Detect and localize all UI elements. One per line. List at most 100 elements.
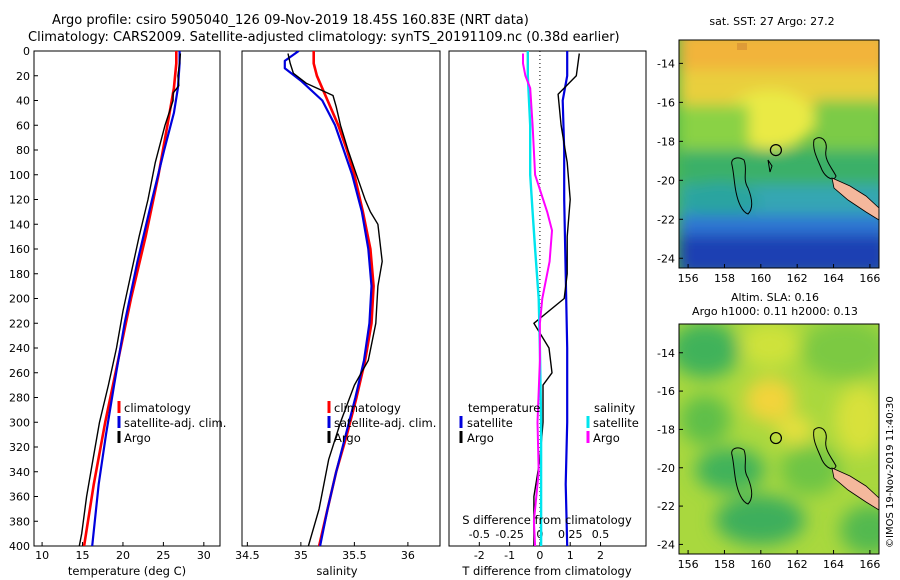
lon-tick-label: 166 xyxy=(859,272,880,285)
temperature-tick-label: 10 xyxy=(35,549,49,562)
sla-map-frame xyxy=(678,323,880,555)
temperature-panel: 0 20 40 60 80 100 120 140 160 180 200 220 240 260 280 3… xyxy=(9,45,226,578)
lon-tick-label: 158 xyxy=(714,558,735,571)
lat-tick-label: -14 xyxy=(657,57,675,70)
legend-s-argo: Argo xyxy=(593,431,620,445)
depth-tick-label: 280 xyxy=(9,392,30,405)
sla-heatmap xyxy=(679,324,879,554)
sla-map-subtitle: Argo h1000: 0.11 h2000: 0.13 xyxy=(692,305,858,318)
temperature-profiles xyxy=(78,51,182,546)
lat-tick-label: -16 xyxy=(657,96,675,109)
lat-tick-label: -22 xyxy=(657,213,675,226)
legend-temperature-title: temperature xyxy=(468,401,540,415)
lat-tick-label: -22 xyxy=(657,500,675,513)
temperature-tick-label: 30 xyxy=(197,549,211,562)
lat-tick-label: -20 xyxy=(657,462,675,475)
t-difference-tick-label: 1 xyxy=(567,549,574,562)
t-difference-tick-label: -2 xyxy=(474,549,485,562)
legend-salinity-title: salinity xyxy=(594,401,635,415)
lon-tick-label: 162 xyxy=(787,272,808,285)
lat-tick-label: -20 xyxy=(657,174,675,187)
lon-tick-label: 162 xyxy=(787,558,808,571)
legend-s-satellite: satellite xyxy=(593,416,639,430)
lat-tick-label: -24 xyxy=(657,252,675,265)
lon-tick-label: 156 xyxy=(678,272,699,285)
lat-tick-label: -18 xyxy=(657,423,675,436)
title-line-2: Climatology: CARS2009. Satellite-adjuste… xyxy=(28,30,620,45)
sla-map-panel: Altim. SLA: 0.16 Argo h1000: 0.11 h2000:… xyxy=(657,291,880,571)
depth-tick-label: 300 xyxy=(9,416,30,429)
sla-lon-tick-labels: 156 158 160 162 164 166 xyxy=(678,550,880,571)
depth-tick-label: 220 xyxy=(9,317,30,330)
depth-tick-label: 40 xyxy=(16,95,30,108)
s-difference-tick-label: 0.5 xyxy=(592,528,610,541)
depth-tick-label: 240 xyxy=(9,342,30,355)
temperature-tick-label: 25 xyxy=(156,549,170,562)
depth-tick-label: 340 xyxy=(9,466,30,479)
series-climatology xyxy=(82,51,178,546)
lon-tick-label: 164 xyxy=(823,558,844,571)
lat-tick-label: -24 xyxy=(657,538,675,551)
sst-argo-position-marker xyxy=(769,144,783,157)
depth-tick-label: 120 xyxy=(9,194,30,207)
salinity-tick-label: 35 xyxy=(294,549,308,562)
title-line-1: Argo profile: csiro 5905040_126 09-Nov-2… xyxy=(52,13,529,28)
imos-credit: ©IMOS 19-Nov-2019 11:40:30 xyxy=(885,396,896,548)
depth-tick-label: 320 xyxy=(9,441,30,454)
depth-tick-label: 0 xyxy=(23,45,30,58)
legend-satellite-adj: satellite-adj. clim. xyxy=(334,416,436,430)
depth-tick-label: 200 xyxy=(9,293,30,306)
series-argo xyxy=(78,53,182,546)
sla-argo-position-marker xyxy=(769,431,783,445)
lon-tick-label: 156 xyxy=(678,558,699,571)
sst-new-caledonia xyxy=(831,177,879,221)
sla-map-title: Altim. SLA: 0.16 xyxy=(731,291,819,304)
legend-climatology: climatology xyxy=(124,401,191,415)
lon-tick-label: 160 xyxy=(750,272,771,285)
temperature-xlabel: temperature (deg C) xyxy=(68,564,186,578)
lat-tick-label: -18 xyxy=(657,135,675,148)
t-difference-tick-label: 2 xyxy=(597,549,604,562)
legend-climatology: climatology xyxy=(334,401,401,415)
legend-argo: Argo xyxy=(334,431,361,445)
depth-tick-label: 80 xyxy=(16,144,30,157)
salinity-panel: 34.5 35 35.5 36 climatology satellite-adj. … xyxy=(235,50,441,578)
depth-tick-label: 160 xyxy=(9,243,30,256)
depth-tick-label: 100 xyxy=(9,169,30,182)
sst-lat-tick-labels: -14 -16 -18 -20 -22 -24 xyxy=(657,57,683,265)
t-difference-tick-label: 0 xyxy=(536,549,543,562)
salinity-xlabel: salinity xyxy=(316,564,357,578)
series-argo xyxy=(287,53,383,546)
s-difference-tick-label: -0.25 xyxy=(495,528,523,541)
lat-tick-label: -14 xyxy=(657,347,675,360)
temperature-tick-labels: 10 15 20 25 30 xyxy=(35,542,211,562)
lat-tick-label: -16 xyxy=(657,385,675,398)
lon-tick-label: 158 xyxy=(714,272,735,285)
legend-t-argo: Argo xyxy=(467,431,494,445)
depth-tick-label: 60 xyxy=(16,119,30,132)
temperature-legend: climatology satellite-adj. clim. Argo xyxy=(117,401,226,445)
sst-map-frame xyxy=(678,39,880,269)
legend-t-satellite: satellite xyxy=(467,416,513,430)
difference-profiles xyxy=(522,51,580,546)
difference-panel: -2 -1 0 1 2 -0.5 -0.25 0 0.25 0.5 temperature sa… xyxy=(448,50,647,578)
sla-islands-outline xyxy=(731,427,837,505)
salinity-tick-label: 34.5 xyxy=(235,549,260,562)
depth-tick-label: 260 xyxy=(9,367,30,380)
s-difference-tick-label: 0.25 xyxy=(558,528,583,541)
depth-tick-label: 380 xyxy=(9,515,30,528)
s-difference-tick-labels: -0.5 -0.25 0 0.25 0.5 xyxy=(469,528,610,541)
series-salinity-satellite xyxy=(526,51,543,546)
sst-map-title: sat. SST: 27 Argo: 27.2 xyxy=(709,15,834,28)
depth-tick-label: 400 xyxy=(9,540,30,553)
legend-satellite-adj: satellite-adj. clim. xyxy=(124,416,226,430)
salinity-legend: climatology satellite-adj. clim. Argo xyxy=(327,401,436,445)
s-difference-tick-label: -0.5 xyxy=(469,528,490,541)
series-satellite-adj-clim- xyxy=(283,51,373,546)
sst-lon-tick-labels: 156 158 160 162 164 166 xyxy=(678,264,880,285)
s-difference-xlabel: S difference from climatology xyxy=(462,513,632,527)
depth-tick-label: 140 xyxy=(9,218,30,231)
depth-tick-label: 180 xyxy=(9,268,30,281)
difference-plot-frame xyxy=(448,50,647,547)
